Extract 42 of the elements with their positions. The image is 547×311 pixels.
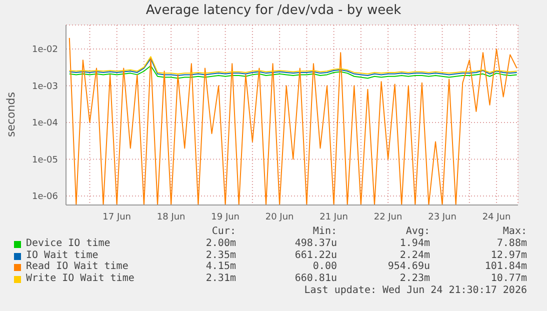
text: 10.77m bbox=[490, 273, 527, 284]
line-series bbox=[68, 37, 518, 205]
legend-label: Write IO Wait time bbox=[26, 273, 134, 284]
text: Avg: bbox=[406, 226, 430, 237]
x-tick-label: 18 Jun bbox=[156, 212, 186, 222]
chart-title: Average latency for /dev/vda - by week bbox=[144, 3, 402, 18]
legend-label: Device IO time bbox=[26, 238, 110, 249]
text: 12.97m bbox=[490, 250, 527, 261]
text: 2.23m bbox=[400, 273, 430, 284]
x-tick-label: 22 Jun bbox=[374, 212, 402, 222]
x-tick-label: 17 Jun bbox=[102, 212, 132, 222]
x-tick-label: 23 Jun bbox=[428, 212, 456, 222]
text: Cur: bbox=[212, 226, 236, 237]
y-tick-label: 1e-03 bbox=[32, 82, 58, 92]
text: 2.35m bbox=[206, 250, 236, 261]
text: 4.15m bbox=[206, 261, 236, 272]
y-tick-label: 1e-04 bbox=[32, 118, 58, 129]
legend-label: IO Wait time bbox=[26, 250, 98, 261]
x-tick-label: 24 Jun bbox=[482, 212, 511, 222]
text: 101.84m bbox=[484, 261, 527, 272]
x-tick-label: 21 Jun bbox=[320, 212, 348, 222]
text: 0.00 bbox=[312, 261, 337, 272]
text: Min: bbox=[312, 226, 337, 237]
text: 2.00m bbox=[206, 238, 236, 249]
legend-label: Read IO Wait time bbox=[26, 261, 128, 272]
text: 660.81u bbox=[294, 273, 337, 284]
text: Max: bbox=[502, 226, 527, 237]
text: Last update: Wed Jun 24 21:30:17 2026 bbox=[304, 284, 527, 296]
y-tick-label: 1e-05 bbox=[32, 155, 58, 166]
text: 661.22u bbox=[294, 250, 337, 261]
text: 7.88m bbox=[496, 238, 527, 249]
x-tick-label: 20 Jun bbox=[265, 212, 294, 222]
text: 1.94m bbox=[400, 238, 430, 249]
y-tick-label: 1e-06 bbox=[32, 192, 58, 202]
text: 2.31m bbox=[206, 273, 236, 284]
y-tick-label: 1e-02 bbox=[32, 45, 58, 56]
text: 2.24m bbox=[400, 250, 430, 261]
line-series bbox=[68, 65, 518, 79]
y-axis-title: seconds bbox=[4, 91, 18, 139]
x-tick-label: 19 Jun bbox=[211, 212, 240, 222]
text: 954.69u bbox=[388, 261, 430, 272]
text: 498.37u bbox=[294, 238, 337, 249]
